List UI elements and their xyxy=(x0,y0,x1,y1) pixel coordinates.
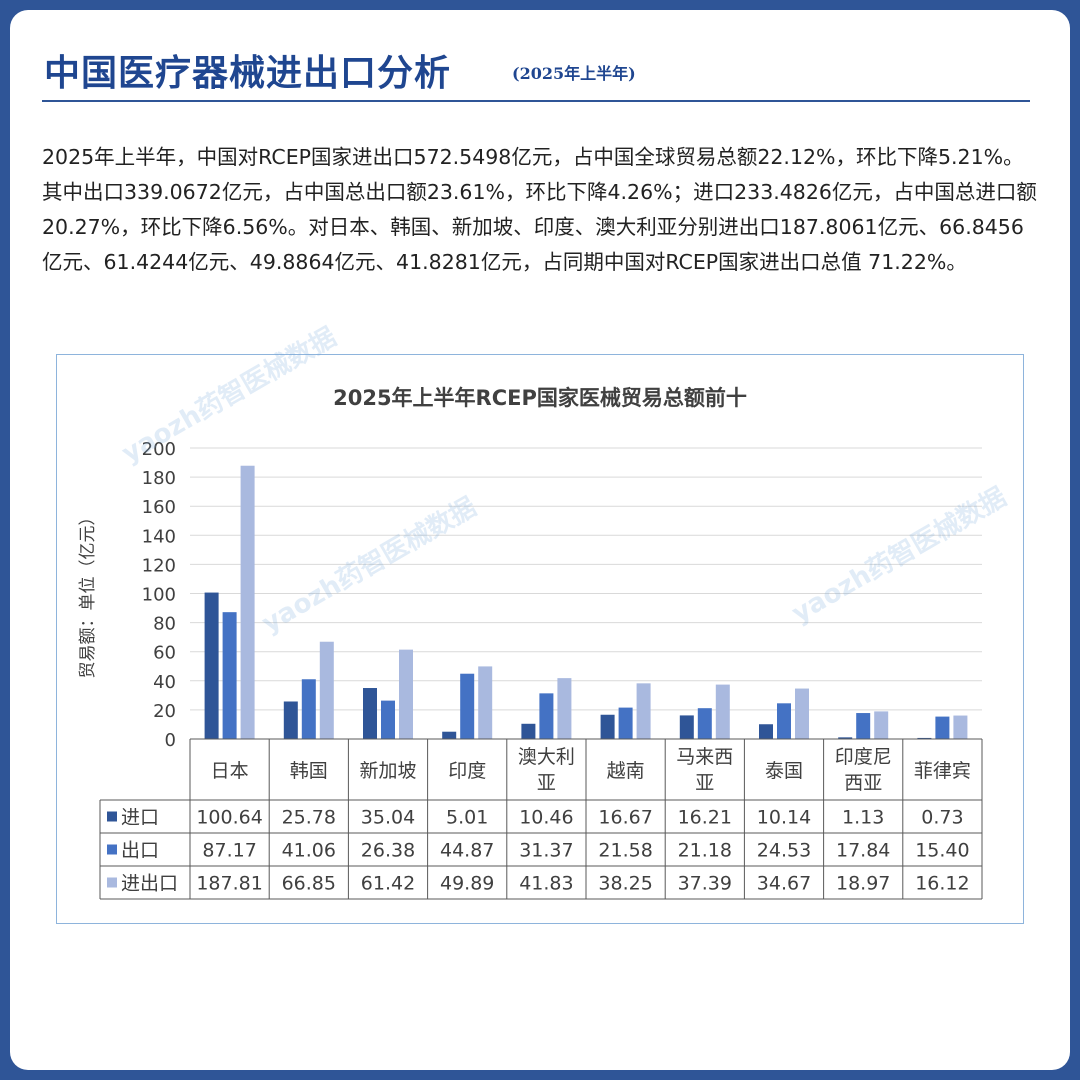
bar-进出口-马来西亚 xyxy=(715,684,730,739)
table-cell: 35.04 xyxy=(361,807,415,829)
legend-swatch-进出口 xyxy=(107,877,117,888)
legend-swatch-进口 xyxy=(107,811,117,822)
category-label: 亚 xyxy=(537,772,556,794)
y-tick-label: 160 xyxy=(142,497,176,518)
table-cell: 61.42 xyxy=(361,873,415,895)
category-label: 澳大利 xyxy=(518,746,575,768)
page-title: 中国医疗器械进出口分析 xyxy=(44,52,452,94)
bar-进口-日本 xyxy=(204,592,219,739)
table-cell: 41.83 xyxy=(519,873,573,895)
bar-出口-新加坡 xyxy=(381,700,395,739)
table-cell: 24.53 xyxy=(757,840,811,862)
bar-进口-韩国 xyxy=(283,701,298,739)
y-tick-label: 20 xyxy=(153,701,176,722)
table-cell: 18.97 xyxy=(836,873,890,895)
bar-进口-马来西亚 xyxy=(679,715,694,739)
table-cell: 25.78 xyxy=(282,807,336,829)
bar-出口-泰国 xyxy=(777,703,791,739)
bar-进出口-印度尼西亚 xyxy=(874,711,889,739)
bar-进口-印度尼西亚 xyxy=(838,737,853,739)
bar-进口-菲律宾 xyxy=(917,737,932,739)
table-cell: 5.01 xyxy=(446,807,488,829)
table-cell: 100.64 xyxy=(196,807,262,829)
bar-出口-韩国 xyxy=(301,679,316,739)
bar-进口-泰国 xyxy=(759,724,773,739)
bar-出口-印度尼西亚 xyxy=(856,713,871,739)
table-cell: 87.17 xyxy=(202,840,256,862)
bar-出口-印度 xyxy=(460,673,475,739)
table-cell: 16.21 xyxy=(678,807,732,829)
category-label: 印度尼 xyxy=(835,746,892,768)
table-cell: 1.13 xyxy=(842,807,884,829)
y-tick-label: 120 xyxy=(142,555,176,576)
category-label: 新加坡 xyxy=(359,760,416,782)
bar-进出口-澳大利亚 xyxy=(557,678,572,739)
chart-frame: 2025年上半年RCEP国家医械贸易总额前十贸易额：单位（亿元） 0 20 40 60 8… xyxy=(56,322,1024,924)
table-cell: 37.39 xyxy=(678,873,732,895)
table-cell: 26.38 xyxy=(361,840,415,862)
table-cell: 41.06 xyxy=(282,840,336,862)
bar-进口-澳大利亚 xyxy=(521,723,536,739)
bar-进口-新加坡 xyxy=(363,688,377,739)
table-cell: 49.89 xyxy=(440,873,494,895)
y-tick-label: 140 xyxy=(142,526,176,547)
bar-进出口-日本 xyxy=(240,465,255,739)
legend-swatch-出口 xyxy=(107,844,117,855)
y-tick-label: 40 xyxy=(153,672,176,693)
y-tick-label: 200 xyxy=(142,439,176,460)
table-cell: 44.87 xyxy=(440,840,494,862)
table-cell: 16.67 xyxy=(598,807,652,829)
bar-出口-澳大利亚 xyxy=(539,693,554,739)
table-cell: 10.14 xyxy=(757,807,811,829)
y-axis-label: 贸易额：单位（亿元） xyxy=(78,509,98,679)
y-tick-label: 60 xyxy=(153,643,176,664)
table-cell: 15.40 xyxy=(915,840,969,862)
table-cell: 21.58 xyxy=(598,840,652,862)
table-cell: 21.18 xyxy=(678,840,732,862)
table-cell: 38.25 xyxy=(598,873,652,895)
y-tick-label: 0 xyxy=(165,730,176,751)
table-cell: 187.81 xyxy=(196,873,262,895)
bar-进出口-韩国 xyxy=(319,641,334,739)
bar-出口-马来西亚 xyxy=(697,708,712,739)
y-tick-label: 180 xyxy=(142,468,176,489)
bar-进出口-菲律宾 xyxy=(953,715,968,739)
table-cell: 34.67 xyxy=(757,873,811,895)
category-label: 亚 xyxy=(695,772,714,794)
bar-进出口-越南 xyxy=(636,683,651,739)
bar-进出口-印度 xyxy=(478,666,493,739)
page-subtitle: (2025年上半年) xyxy=(512,64,636,83)
bar-进口-印度 xyxy=(442,731,457,739)
summary-paragraph: 2025年上半年，中国对RCEP国家进出口572.5498亿元，占中国全球贸易总… xyxy=(42,145,1037,274)
category-label: 马来西 xyxy=(676,746,733,768)
category-label: 日本 xyxy=(211,760,249,782)
category-label: 泰国 xyxy=(765,760,803,782)
table-cell: 0.73 xyxy=(921,807,963,829)
category-label: 印度 xyxy=(448,760,486,782)
legend-label: 进口 xyxy=(121,807,159,829)
category-label: 菲律宾 xyxy=(914,760,971,782)
bar-出口-越南 xyxy=(618,707,633,739)
y-tick-label: 100 xyxy=(142,585,176,606)
category-label: 西亚 xyxy=(844,772,882,794)
table-cell: 31.37 xyxy=(519,840,573,862)
category-label: 韩国 xyxy=(290,760,328,782)
header: 中国医疗器械进出口分析 (2025年上半年) xyxy=(42,38,1030,102)
table-cell: 66.85 xyxy=(282,873,336,895)
bar-出口-菲律宾 xyxy=(935,716,950,739)
category-label: 越南 xyxy=(607,760,645,782)
table-cell: 17.84 xyxy=(836,840,890,862)
bar-出口-日本 xyxy=(222,612,237,739)
table-cell: 10.46 xyxy=(519,807,573,829)
table-cell: 16.12 xyxy=(915,873,969,895)
legend-label: 进出口 xyxy=(121,873,178,895)
bar-进出口-泰国 xyxy=(795,688,809,739)
legend-label: 出口 xyxy=(121,840,159,862)
y-tick-label: 80 xyxy=(153,614,176,635)
bar-进口-越南 xyxy=(600,714,615,739)
bar-进出口-新加坡 xyxy=(399,649,413,739)
content-card: 中国医疗器械进出口分析 (2025年上半年) 2025年上半年，中国对RCEP国… xyxy=(10,10,1070,1070)
chart-title: 2025年上半年RCEP国家医械贸易总额前十 xyxy=(333,386,747,410)
